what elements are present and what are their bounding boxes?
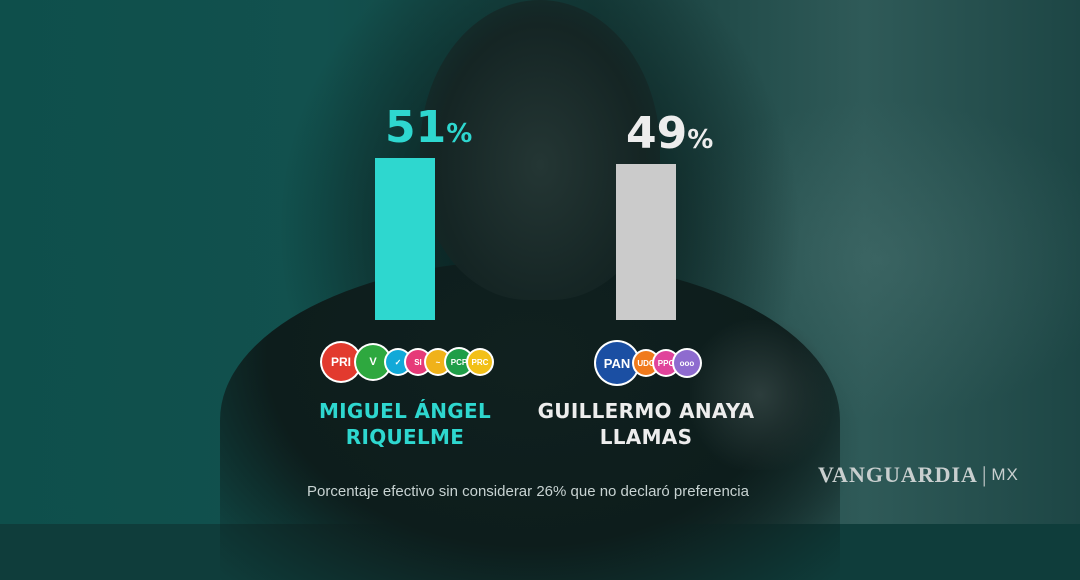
party-logo-icon: PCP [446,349,472,375]
watermark-brand: VANGUARDIA [818,462,978,487]
party-logo-icon: V [356,345,390,379]
bar-value-number: 49 [626,108,688,160]
bar-value-number: 51 [385,102,447,153]
chart-footnote: Porcentaje efectivo sin considerar 26% q… [307,483,749,500]
bar-anaya [616,164,676,320]
candidate-name-line: MIGUEL ÁNGEL [318,399,491,423]
party-logo-icon: PRC [468,350,492,374]
background-figure-hand [690,320,830,470]
candidate-name-line: RIQUELME [345,425,465,449]
candidate-name-line: LLAMAS [599,425,693,449]
party-logos: PAN UDC PPC ooo [596,342,700,384]
bar-value-label: 49% [626,112,713,156]
bar-riquelme [375,158,435,320]
candidate-name: GUILLERMO ANAYA LLAMAS [516,398,776,450]
watermark-country: MX [991,465,1019,484]
candidate-name: MIGUEL ÁNGEL RIQUELME [275,398,535,450]
party-logos: PRI V ✓ SI ~ PCP PRC [322,343,492,381]
bar-value-percent-sign: % [446,119,473,149]
party-logo-icon: PAN [596,342,638,384]
vanguardia-watermark: VANGUARDIA | MX [818,462,1019,488]
party-logo-icon: PRI [322,343,360,381]
party-logo-icon: ooo [674,350,700,376]
watermark-separator: | [981,462,988,487]
candidate-name-line: GUILLERMO ANAYA [537,399,755,423]
bar-value-label: 51% [385,106,472,150]
bar-value-percent-sign: % [687,125,714,156]
